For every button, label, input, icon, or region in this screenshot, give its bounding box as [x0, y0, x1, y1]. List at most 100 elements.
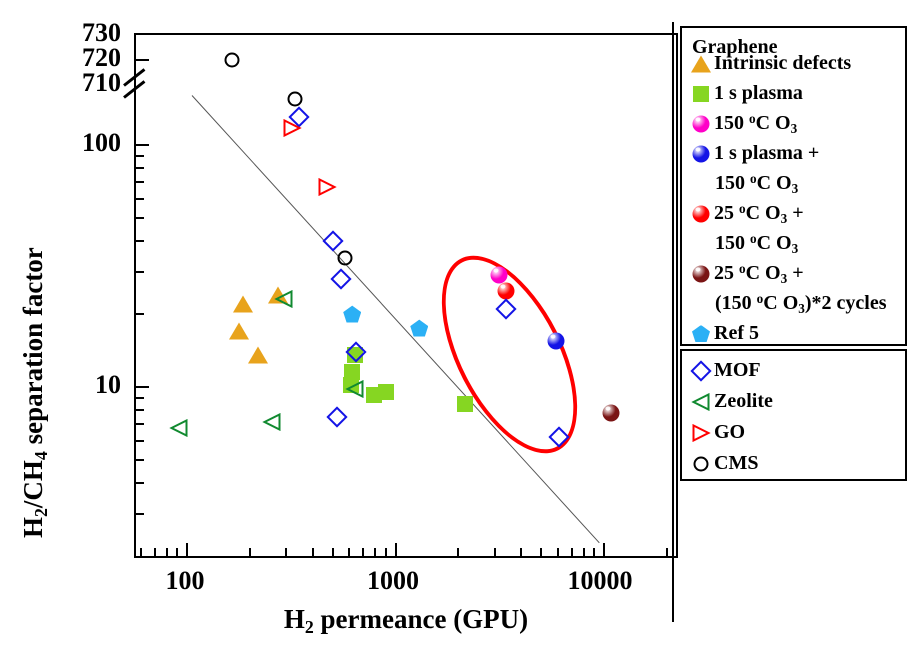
y-axis-tick	[136, 270, 144, 273]
legend-divider	[672, 22, 913, 622]
legend-title-graphene: Graphene	[692, 36, 778, 58]
legend-item-label: Zeolite	[714, 390, 773, 412]
x-axis-tick	[520, 548, 523, 556]
data-point-zeolite	[169, 418, 189, 437]
data-point-ref-5	[343, 305, 362, 323]
legend-marker-triangle-up	[688, 53, 714, 75]
legend-marker-pentagon	[688, 323, 714, 345]
legend-marker-triangle-left-open	[688, 391, 714, 413]
legend-item-mof[interactable]: MOF	[688, 359, 761, 382]
data-point-go	[283, 118, 303, 137]
data-point-intrinsic-defects	[247, 346, 268, 364]
legend-item-label: 1 s plasma +	[714, 142, 820, 164]
data-point-25-oc-o3-150-oc-o3	[497, 282, 515, 300]
data-point-1-s-plasma	[344, 364, 361, 381]
legend-box-graphene	[680, 26, 907, 346]
legend-item-25-c-o[interactable]: 25 oC O3 +	[688, 200, 804, 226]
legend-item-25-c-o[interactable]: 25 oC O3 +	[688, 260, 804, 286]
legend-item-label-continued: 150 oC O3	[715, 170, 799, 196]
x-axis-tick	[176, 548, 179, 556]
legend-item-label: 150 oC O3	[714, 110, 798, 136]
legend-item-label: 25 oC O3 +	[714, 200, 804, 226]
y-axis-tick	[136, 397, 144, 400]
legend-marker-sphere	[688, 113, 714, 135]
x-axis-tick	[570, 548, 573, 556]
data-point-cms	[337, 250, 353, 266]
xtick-label-1000: 1000	[367, 566, 419, 595]
data-point-ref-5	[410, 319, 429, 337]
x-axis-tick	[582, 548, 585, 556]
legend-item-label: CMS	[714, 452, 759, 474]
legend-item-label: Intrinsic defects	[714, 52, 852, 74]
data-point-zeolite	[274, 290, 294, 309]
data-point-mof	[326, 406, 348, 428]
x-axis-tick	[348, 548, 351, 556]
legend-marker-circle-open	[688, 453, 714, 475]
x-axis-tick	[384, 548, 387, 556]
legend-item-label: 25 oC O3 +	[714, 260, 804, 286]
xtick-label-100: 100	[165, 566, 205, 595]
x-axis-tick	[165, 548, 168, 556]
x-axis-tick	[311, 548, 314, 556]
y-axis-tick	[136, 155, 144, 158]
legend-marker-sphere	[688, 143, 714, 165]
y-axis-title: H2/CH4 separation factor	[18, 247, 51, 538]
legend-item-label: GO	[714, 421, 746, 443]
data-point-1-s-plasma	[456, 396, 473, 413]
legend-item-1-s-plasma[interactable]: 1 s plasma	[688, 82, 803, 105]
plot-frame	[134, 33, 678, 558]
plot-area	[136, 35, 676, 556]
x-axis-tick	[139, 548, 142, 556]
data-point-intrinsic-defects	[267, 286, 288, 304]
legend-marker-diamond-open	[688, 359, 714, 382]
x-axis-tick	[374, 548, 377, 556]
y-axis-tick	[136, 409, 144, 412]
legend-item-zeolite[interactable]: Zeolite	[688, 390, 773, 413]
data-point-cms	[224, 52, 240, 67]
data-point-150-oc-o3	[490, 266, 508, 284]
legend-item-label-continued: (150 oC O3)*2 cycles	[715, 290, 887, 316]
y-axis-tick	[136, 458, 144, 461]
y-axis-tick	[136, 216, 144, 219]
x-axis-tick	[362, 548, 365, 556]
x-axis-tick	[556, 548, 559, 556]
x-axis-tick	[457, 548, 460, 556]
legend-marker-triangle-right-open	[688, 422, 714, 444]
x-axis-tick	[331, 548, 334, 556]
data-point-mof	[322, 230, 344, 252]
data-point-go	[318, 177, 337, 197]
legend-item-1-s-plasma[interactable]: 1 s plasma +	[688, 142, 819, 165]
data-point-intrinsic-defects	[232, 295, 253, 313]
x-axis-tick	[153, 548, 156, 556]
y-axis-tick	[136, 512, 144, 515]
legend-item-cms[interactable]: CMS	[688, 452, 758, 475]
x-axis-title: H2 permeance (GPU)	[283, 604, 529, 637]
y-axis-tick	[136, 58, 149, 61]
x-axis-tick	[493, 548, 496, 556]
x-axis-tick	[603, 543, 605, 556]
legend-item-label: MOF	[714, 359, 761, 381]
y-axis-tick	[136, 181, 144, 184]
data-point-1-s-plasma-150-oc-o3	[547, 332, 565, 350]
ytick-label-730: 730	[82, 18, 121, 47]
ytick-label-100: 100	[82, 128, 121, 157]
x-axis-tick	[248, 548, 251, 556]
y-axis-tick	[136, 197, 144, 200]
legend-item-ref-5[interactable]: Ref 5	[688, 322, 759, 345]
data-point-mof	[330, 268, 352, 290]
legend-marker-sphere	[688, 203, 714, 225]
x-axis-tick	[285, 548, 288, 556]
y-axis-tick	[136, 423, 144, 426]
x-axis-tick	[394, 543, 397, 556]
legend-item-go[interactable]: GO	[688, 421, 745, 444]
legend-item-label: Ref 5	[714, 322, 759, 344]
data-point-zeolite	[262, 412, 281, 431]
data-point-cms	[287, 91, 303, 107]
legend-item-150-c-o[interactable]: 150 oC O3	[688, 110, 798, 136]
y-axis-tick	[136, 167, 144, 170]
legend-marker-sphere	[688, 263, 714, 285]
legend-item-intrinsic-defects[interactable]: Intrinsic defects	[688, 52, 851, 75]
x-axis-tick	[665, 548, 668, 556]
x-axis-tick	[593, 548, 596, 556]
